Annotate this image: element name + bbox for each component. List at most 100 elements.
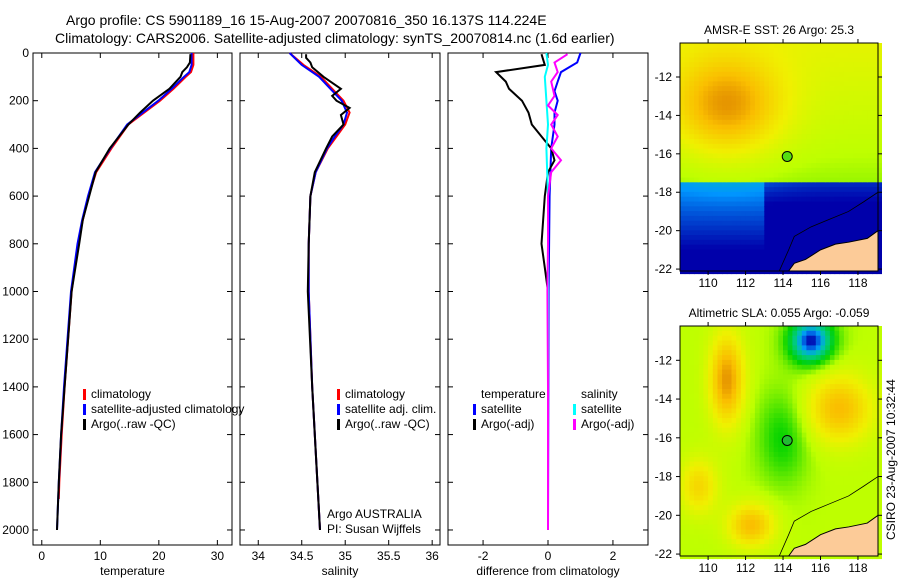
heatmap-cell xyxy=(750,442,756,448)
heatmap-cell xyxy=(769,172,775,179)
heatmap-cell xyxy=(754,230,761,236)
heatmap-cell xyxy=(745,81,751,87)
heatmap-cell xyxy=(787,355,793,361)
heatmap-cell xyxy=(778,447,784,453)
legend-header: salinity xyxy=(581,387,618,401)
heatmap-cell xyxy=(731,220,737,227)
heatmap-cell xyxy=(778,398,784,405)
heatmap-cell xyxy=(736,182,742,188)
heatmap-cell xyxy=(759,413,765,419)
heatmap-cell xyxy=(773,211,779,217)
heatmap-cell xyxy=(726,239,733,246)
heatmap-cell xyxy=(684,510,690,516)
heatmap-cell xyxy=(698,437,704,443)
heatmap-cell xyxy=(722,355,728,361)
heatmap-cell xyxy=(694,148,700,154)
heatmap-cell xyxy=(740,519,747,526)
heatmap-cell xyxy=(848,235,854,241)
heatmap-cell xyxy=(684,432,690,438)
heatmap-cell xyxy=(684,393,690,400)
heatmap-cell xyxy=(783,427,789,434)
heatmap-cell xyxy=(698,47,704,54)
heatmap-cell xyxy=(694,326,700,332)
heatmap-cell xyxy=(745,134,751,140)
heatmap-cell xyxy=(825,220,831,227)
heatmap-cell xyxy=(736,413,742,419)
heatmap-cell xyxy=(815,335,822,342)
heatmap-cell xyxy=(876,230,882,236)
heatmap-cell xyxy=(680,529,686,535)
heatmap-cell xyxy=(680,340,686,346)
heatmap-cell xyxy=(759,201,765,207)
heatmap-cell xyxy=(797,364,803,371)
heatmap-cell xyxy=(858,514,864,521)
heatmap-cell xyxy=(745,384,751,390)
heatmap-cell xyxy=(797,413,803,419)
heatmap-cell xyxy=(726,119,733,126)
heatmap-cell xyxy=(876,158,882,164)
heatmap-cell xyxy=(811,519,817,526)
heatmap-cell xyxy=(783,196,789,203)
heatmap-cell xyxy=(703,476,709,482)
heatmap-cell xyxy=(680,215,686,222)
heatmap-cell xyxy=(708,548,714,555)
heatmap-cell xyxy=(680,196,686,203)
heatmap-cell xyxy=(787,148,793,154)
heatmap-cell xyxy=(806,514,812,521)
heatmap-cell xyxy=(825,481,831,487)
heatmap-cell xyxy=(839,172,845,179)
x-tick-label: 10 xyxy=(94,549,108,563)
heatmap-cell xyxy=(792,158,798,164)
heatmap-cell xyxy=(754,456,761,463)
heatmap-cell xyxy=(680,235,686,241)
heatmap-cell xyxy=(825,437,831,443)
heatmap-cell xyxy=(754,143,761,150)
heatmap-cell xyxy=(759,167,765,174)
heatmap-cell xyxy=(769,519,775,526)
heatmap-cell xyxy=(689,129,695,135)
heatmap-cell xyxy=(754,67,761,73)
heatmap-cell xyxy=(801,215,808,222)
heatmap-cell xyxy=(759,447,765,453)
heatmap-cell xyxy=(736,225,742,231)
heatmap-cell xyxy=(801,408,808,414)
heatmap-cell xyxy=(792,148,798,154)
heatmap-cell xyxy=(787,374,793,380)
heatmap-cell xyxy=(783,76,789,82)
heatmap-cell xyxy=(726,389,733,395)
heatmap-cell xyxy=(731,476,737,482)
heatmap-cell xyxy=(862,43,868,49)
heatmap-cell xyxy=(698,182,704,188)
heatmap-cell xyxy=(801,67,808,73)
heatmap-cell xyxy=(736,495,742,501)
heatmap-cell xyxy=(815,403,822,409)
heatmap-cell xyxy=(876,481,882,487)
heatmap-cell xyxy=(801,196,808,203)
heatmap-cell xyxy=(843,476,850,482)
heatmap-cell xyxy=(853,393,859,400)
heatmap-cell xyxy=(689,514,695,521)
heatmap-cell xyxy=(820,326,826,332)
heatmap-cell xyxy=(825,143,831,150)
heatmap-cell xyxy=(797,524,803,530)
heatmap-cell xyxy=(754,374,761,380)
heatmap-cell xyxy=(778,76,784,82)
heatmap-cell xyxy=(820,115,826,121)
heatmap-cell xyxy=(783,172,789,179)
heatmap-cell xyxy=(778,182,784,188)
legend-label: satellite-adjusted climatology xyxy=(91,402,244,416)
heatmap-cell xyxy=(867,196,873,203)
heatmap-cell xyxy=(853,485,859,492)
heatmap-cell xyxy=(717,129,723,135)
heatmap-cell xyxy=(825,187,831,193)
heatmap-cell xyxy=(811,437,817,443)
heatmap-cell xyxy=(848,143,854,150)
heatmap-cell xyxy=(736,427,742,434)
heatmap-cell xyxy=(872,335,878,342)
heatmap-cell xyxy=(829,110,836,116)
lon-tick-label: 114 xyxy=(773,276,792,290)
heatmap-cell xyxy=(778,427,784,434)
heatmap-cell xyxy=(731,230,737,236)
heatmap-cell xyxy=(811,403,817,409)
